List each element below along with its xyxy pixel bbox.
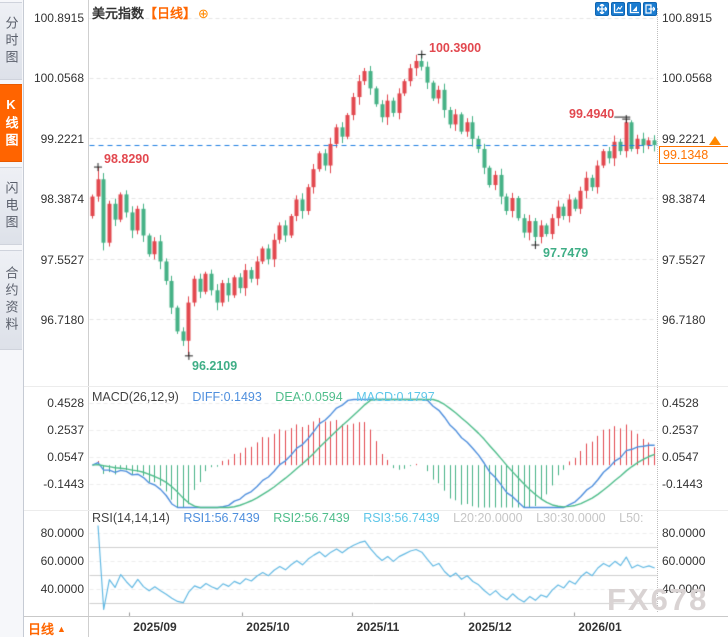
axis-zoom-icon[interactable] [611, 2, 625, 16]
x-axis-border [0, 616, 728, 617]
y-label-left: 100.0568 [33, 71, 84, 85]
axis-auto-icon[interactable] [627, 2, 641, 16]
rsi-l30-value: L30:30.0000 [536, 511, 606, 525]
y-label-left: 96.7180 [40, 313, 84, 327]
y-label-right: 100.0568 [662, 71, 713, 85]
macd-rsi-separator [23, 510, 728, 511]
go-latest-icon[interactable] [643, 2, 657, 16]
rsi2-value: RSI2:56.7439 [273, 511, 350, 525]
rsi-y-label-left: 40.0000 [40, 582, 84, 596]
pan-icon[interactable] [595, 2, 609, 16]
x-tick-label: 2025/10 [246, 620, 290, 634]
current-price-box-extension [726, 146, 728, 147]
rsi-y-label-right: 60.0000 [662, 554, 706, 568]
macd-y-label-left: -0.1443 [43, 477, 84, 491]
sidebar: 分时图 K线图 闪电图 合约资料 [0, 0, 24, 637]
rsi-l20-value: L20:20.0000 [453, 511, 523, 525]
macd-title: MACD(26,12,9) [92, 390, 179, 404]
y-label-right: 99.2221 [662, 132, 706, 146]
current-price-box: 99.1348 [659, 146, 728, 164]
rsi-y-label-right: 80.0000 [662, 526, 706, 540]
macd-y-label-left: 0.2537 [47, 423, 84, 437]
price-annotation: 98.8290 [104, 152, 150, 166]
x-tick-label: 2026/01 [578, 620, 622, 634]
sidebar-tab-contract-info[interactable]: 合约资料 [0, 250, 22, 350]
y-label-right: 98.3874 [662, 192, 706, 206]
scroll-to-latest-icon[interactable] [709, 136, 721, 145]
rsi1-value: RSI1:56.7439 [183, 511, 260, 525]
macd-y-label-left: 0.0547 [47, 450, 84, 464]
period-selector-label: 日线 [28, 622, 55, 637]
sidebar-tab-kline[interactable]: K线图 [0, 84, 22, 162]
macd-header: MACD(26,12,9) DIFF:0.1493 DEA:0.0594 MAC… [92, 390, 445, 404]
x-tick-label: 2025/11 [356, 620, 400, 634]
chevron-up-icon: ▲ [57, 624, 66, 634]
y-label-right: 96.7180 [662, 313, 706, 327]
macd-diff-value: DIFF:0.1493 [192, 390, 262, 404]
y-label-left: 98.3874 [40, 192, 84, 206]
macd-y-label-right: 0.0547 [662, 450, 699, 464]
price-annotation: 96.2109 [192, 359, 238, 373]
rsi-header: RSI(14,14,14) RSI1:56.7439 RSI2:56.7439 … [92, 511, 653, 525]
main-macd-separator [23, 386, 728, 387]
price-annotation: 97.7479 [543, 246, 589, 260]
sidebar-tab-timeline[interactable]: 分时图 [0, 2, 22, 80]
x-tick-label: 2025/12 [468, 620, 512, 634]
y-label-left: 100.8915 [33, 11, 84, 25]
rsi-y-label-right: 40.0000 [662, 582, 706, 596]
add-indicator-icon[interactable]: ⊕ [198, 6, 209, 21]
rsi-l50-value: L50: [619, 511, 644, 525]
rsi3-value: RSI3:56.7439 [363, 511, 440, 525]
macd-y-label-left: 0.4528 [47, 396, 84, 410]
chart-toolbar [593, 2, 657, 16]
macd-value: MACD:0.1797 [356, 390, 435, 404]
y-label-left: 97.5527 [40, 253, 84, 267]
y-label-right: 100.8915 [662, 11, 713, 25]
chart-title: 美元指数【日线】 ⊕ [92, 3, 209, 22]
plot-right-border [657, 8, 658, 612]
y-label-right: 97.5527 [662, 253, 706, 267]
price-annotation: 100.3900 [429, 41, 482, 55]
price-annotation: 99.4940 [569, 107, 615, 121]
y-label-left: 99.2221 [40, 132, 84, 146]
x-tick-label: 2025/09 [133, 620, 177, 634]
macd-y-label-right: 0.4528 [662, 396, 699, 410]
symbol-name: 美元指数 [92, 6, 145, 21]
rsi-y-label-left: 60.0000 [40, 554, 84, 568]
plot-left-border [88, 0, 89, 637]
macd-y-label-right: -0.1443 [662, 477, 703, 491]
period-tag: 【日线】 [144, 6, 197, 21]
macd-y-label-right: 0.2537 [662, 423, 699, 437]
sidebar-tab-lightning[interactable]: 闪电图 [0, 167, 22, 245]
rsi-y-label-left: 80.0000 [40, 526, 84, 540]
fx678-watermark: FX678 [607, 582, 709, 617]
rsi-title: RSI(14,14,14) [92, 511, 170, 525]
period-selector[interactable]: 日线 ▲ [28, 619, 66, 637]
macd-dea-value: DEA:0.0594 [275, 390, 343, 404]
